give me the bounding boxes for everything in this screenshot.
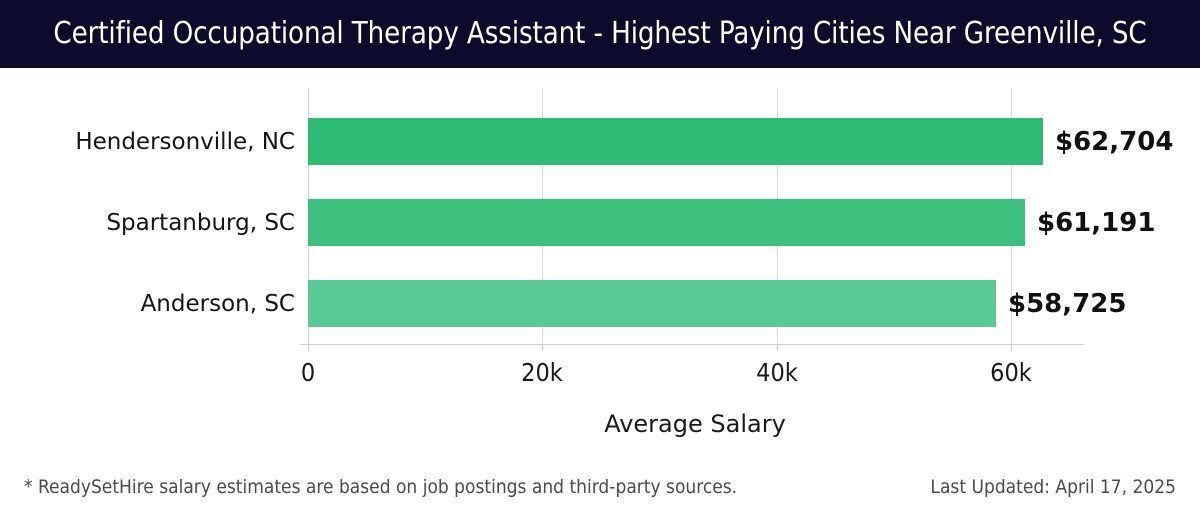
bar[interactable]: [308, 118, 1043, 165]
x-tick-label: 40k: [756, 358, 798, 387]
x-tick-mark: [308, 344, 309, 351]
x-tick-label: 0: [300, 358, 316, 387]
page-title: Certified Occupational Therapy Assistant…: [53, 16, 1147, 51]
y-axis-label: Spartanburg, SC: [106, 209, 295, 236]
x-tick-label: 60k: [990, 358, 1032, 387]
x-tick-mark: [1011, 344, 1012, 351]
bar[interactable]: [308, 199, 1025, 246]
x-axis-line: [300, 344, 1084, 345]
y-axis-label: Hendersonville, NC: [75, 128, 295, 155]
x-axis-title: Average Salary: [604, 410, 786, 438]
header-bar: Certified Occupational Therapy Assistant…: [0, 0, 1200, 68]
x-tick-mark: [542, 344, 543, 351]
x-tick-mark: [777, 344, 778, 351]
y-axis-label: Anderson, SC: [140, 290, 295, 317]
x-tick-label: 20k: [521, 358, 563, 387]
plot-area: [308, 88, 1084, 344]
bar-value-label: $61,191: [1037, 207, 1156, 238]
bar[interactable]: [308, 280, 996, 327]
bar-value-label: $58,725: [1008, 288, 1127, 319]
footer-disclaimer: * ReadySetHire salary estimates are base…: [24, 476, 738, 498]
bar-value-label: $62,704: [1055, 126, 1174, 157]
footer-last-updated: Last Updated: April 17, 2025: [930, 476, 1176, 498]
